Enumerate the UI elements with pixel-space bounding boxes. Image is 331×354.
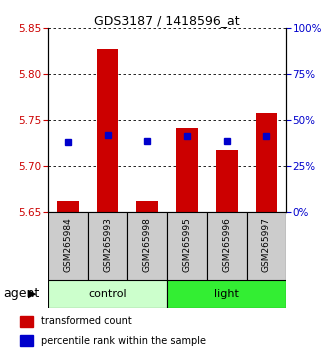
Bar <box>247 212 286 280</box>
Bar <box>167 212 207 280</box>
Bar <box>207 212 247 280</box>
Text: GSM265995: GSM265995 <box>182 217 192 272</box>
Text: percentile rank within the sample: percentile rank within the sample <box>41 336 206 346</box>
Text: control: control <box>88 289 127 299</box>
Text: ▶: ▶ <box>28 289 37 299</box>
Bar <box>57 201 79 212</box>
Bar <box>127 212 167 280</box>
Text: GSM265984: GSM265984 <box>63 217 72 272</box>
Text: transformed count: transformed count <box>41 316 131 326</box>
Bar <box>167 280 286 308</box>
Bar <box>136 201 158 212</box>
Bar <box>216 150 238 212</box>
Text: light: light <box>214 289 239 299</box>
Text: GSM265996: GSM265996 <box>222 217 231 272</box>
Bar <box>20 316 33 327</box>
Bar <box>256 113 277 212</box>
Text: GSM265997: GSM265997 <box>262 217 271 272</box>
Bar <box>176 128 198 212</box>
Text: agent: agent <box>3 287 40 300</box>
Bar <box>97 48 118 212</box>
Title: GDS3187 / 1418596_at: GDS3187 / 1418596_at <box>94 14 240 27</box>
Bar <box>20 335 33 346</box>
Bar <box>88 212 127 280</box>
Bar <box>48 280 167 308</box>
Text: GSM265998: GSM265998 <box>143 217 152 272</box>
Bar <box>48 212 88 280</box>
Text: GSM265993: GSM265993 <box>103 217 112 272</box>
